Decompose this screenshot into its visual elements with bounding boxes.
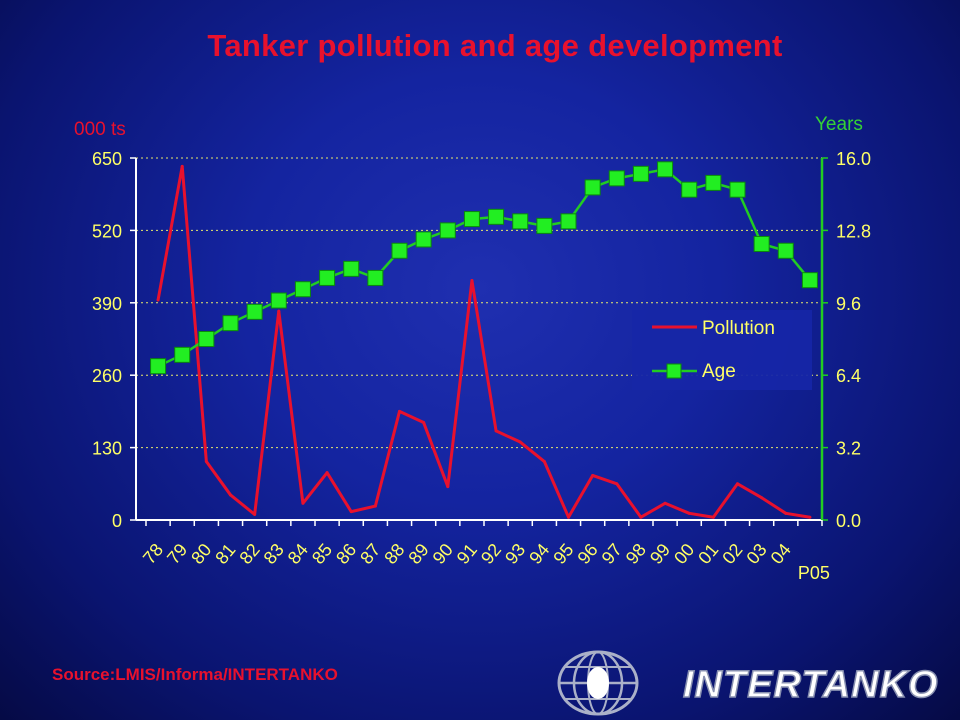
left-tick-label: 130 xyxy=(92,439,122,459)
pollution-point xyxy=(542,460,546,464)
pollution-point xyxy=(180,164,184,168)
pollution-point xyxy=(687,511,691,515)
age-marker xyxy=(584,179,601,196)
age-line xyxy=(157,167,811,368)
pollution-point xyxy=(349,510,353,514)
age-marker xyxy=(246,303,263,320)
age-marker xyxy=(174,346,191,363)
age-marker xyxy=(657,161,674,178)
age-marker xyxy=(705,174,722,191)
pollution-point xyxy=(204,460,208,464)
pollution-point xyxy=(156,298,160,302)
age-marker xyxy=(729,181,746,198)
age-marker xyxy=(343,260,360,277)
pollution-point xyxy=(518,440,522,444)
age-marker xyxy=(367,269,384,286)
left-tick-label: 0 xyxy=(112,511,122,531)
pollution-point xyxy=(301,501,305,505)
right-tick-label: 0.0 xyxy=(836,511,861,531)
x-tick-label: 04 xyxy=(767,540,795,568)
chart-title: Tanker pollution and age development xyxy=(207,28,783,63)
globe-icon xyxy=(557,650,639,716)
pollution-point xyxy=(446,485,450,489)
pollution-point xyxy=(422,421,426,425)
age-marker xyxy=(391,242,408,259)
source-note: Source:LMIS/Informa/INTERTANKO xyxy=(52,665,338,684)
legend-pollution-label: Pollution xyxy=(702,318,775,339)
age-marker xyxy=(801,272,818,289)
pollution-point xyxy=(639,515,643,519)
left-tick-label: 260 xyxy=(92,366,122,386)
age-marker xyxy=(415,231,432,248)
right-tick-label: 6.4 xyxy=(836,366,861,386)
age-marker xyxy=(270,292,287,309)
age-marker xyxy=(777,242,794,259)
pollution-point xyxy=(229,493,232,497)
right-tick-label: 16.0 xyxy=(836,149,871,169)
age-marker xyxy=(319,269,336,286)
logo-wordmark: INTERTANKO xyxy=(683,664,939,706)
pollution-point xyxy=(591,473,595,477)
pollution-point xyxy=(736,482,739,486)
legend-age-swatch-marker xyxy=(666,363,682,379)
age-marker xyxy=(198,331,215,347)
pollution-point xyxy=(567,515,570,519)
age-marker xyxy=(294,281,311,298)
pollution-point xyxy=(253,512,257,516)
pollution-point xyxy=(373,504,377,508)
left-tick-label: 520 xyxy=(92,221,122,241)
intertanko-logo: INTERTANKO xyxy=(557,650,939,716)
pollution-point xyxy=(663,501,667,505)
right-tick-label: 9.6 xyxy=(836,294,861,314)
age-marker xyxy=(222,315,239,332)
right-axis-unit: Years xyxy=(815,114,863,135)
pollution-point xyxy=(784,511,788,515)
right-tick-label: 3.2 xyxy=(836,439,861,459)
age-marker xyxy=(488,208,505,225)
pollution-line xyxy=(156,164,811,519)
left-tick-label: 650 xyxy=(92,149,122,169)
age-marker xyxy=(439,222,456,239)
pollution-point xyxy=(494,429,498,433)
pollution-point xyxy=(325,471,329,475)
pollution-point xyxy=(808,515,812,519)
pollution-point xyxy=(277,309,281,313)
age-marker xyxy=(536,217,553,234)
age-marker xyxy=(463,211,480,228)
legend-box xyxy=(632,310,812,390)
age-marker xyxy=(150,358,167,375)
pollution-point xyxy=(760,496,764,500)
age-marker xyxy=(681,181,698,198)
pollution-point xyxy=(470,279,474,283)
age-marker xyxy=(560,213,577,230)
right-tick-label: 12.8 xyxy=(836,221,871,241)
pollution-point xyxy=(398,409,401,413)
pollution-point xyxy=(711,515,715,519)
age-marker xyxy=(632,165,649,182)
age-marker xyxy=(512,213,529,230)
pollution-point xyxy=(615,482,619,486)
left-tick-label: 390 xyxy=(92,294,122,314)
x-tick-label: P05 xyxy=(798,563,830,583)
age-marker xyxy=(753,235,770,252)
legend-age-label: Age xyxy=(702,361,736,382)
age-marker xyxy=(608,170,625,187)
left-axis-unit: 000 ts xyxy=(74,119,126,140)
